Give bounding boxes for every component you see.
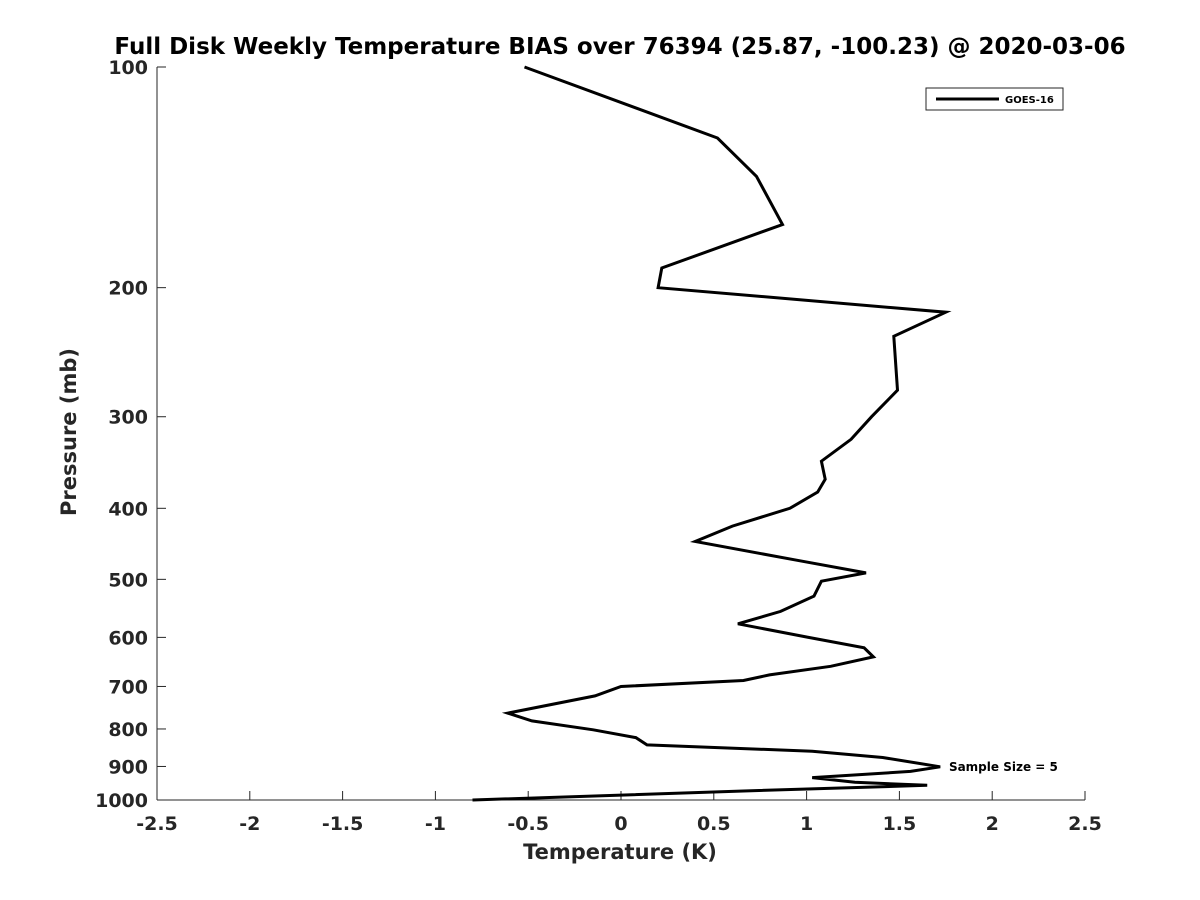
annotations: Sample Size = 5: [949, 760, 1058, 774]
y-axis-label: Pressure (mb): [57, 348, 81, 516]
series-line-goes-16: [472, 65, 952, 802]
y-tick-label: 1000: [95, 790, 148, 812]
x-tick-label: 1: [800, 813, 813, 835]
y-tick-label: 100: [108, 57, 148, 79]
legend: GOES-16: [925, 87, 1064, 111]
x-tick-label: 2.5: [1068, 813, 1102, 835]
chart-title: Full Disk Weekly Temperature BIAS over 7…: [114, 34, 1125, 60]
sample-size-annotation: Sample Size = 5: [949, 760, 1058, 774]
y-tick-label: 400: [108, 498, 148, 520]
x-tick-label: 1.5: [883, 813, 917, 835]
y-tick-label: 200: [108, 278, 148, 300]
x-tick-label: 0.5: [697, 813, 731, 835]
x-tick-label: 0: [614, 813, 627, 835]
x-tick-label: -1: [425, 813, 446, 835]
y-tick-label: 900: [108, 756, 148, 778]
y-tick-label: 500: [108, 569, 148, 591]
x-tick-label: -1.5: [322, 813, 364, 835]
y-tick-label: 800: [108, 719, 148, 741]
x-tick-label: -2: [239, 813, 260, 835]
series-layer: [472, 65, 952, 802]
legend-label: GOES-16: [1005, 95, 1054, 106]
x-tick-label: 2: [986, 813, 999, 835]
y-tick-label: 300: [108, 407, 148, 429]
axes: -2.5 -2 -1.5 -1 -0.5 0 0.5 1 1.5 2 2.5 100 200 300 400…: [95, 57, 1102, 835]
y-tick-label: 700: [108, 676, 148, 698]
x-tick-label: -2.5: [136, 813, 178, 835]
x-tick-label: -0.5: [507, 813, 549, 835]
y-tick-label: 600: [108, 627, 148, 649]
x-axis-label: Temperature (K): [523, 840, 717, 864]
